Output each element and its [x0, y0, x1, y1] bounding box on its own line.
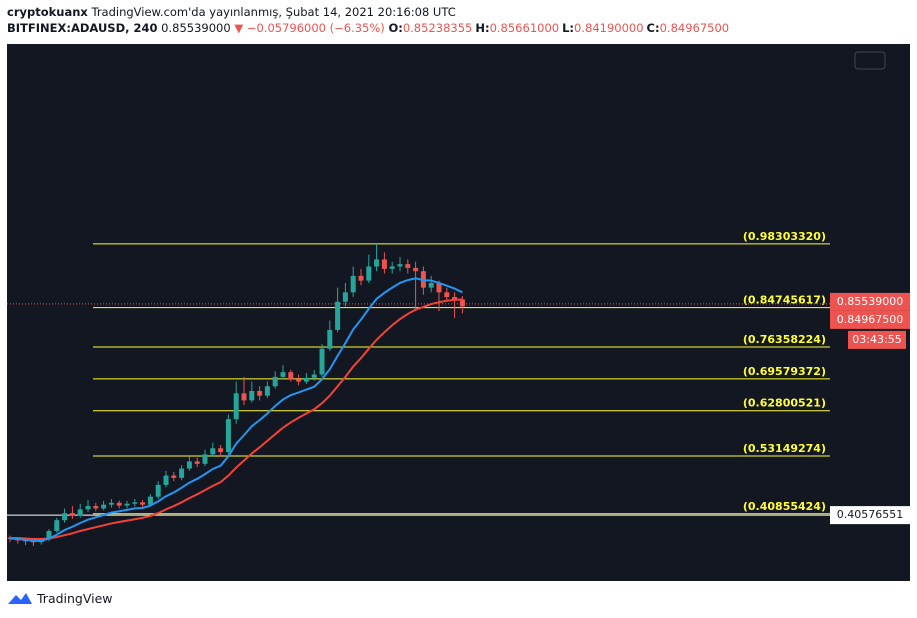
- fib-label: (0.62800521): [743, 397, 826, 410]
- candle-body: [93, 506, 99, 509]
- candle-body: [413, 267, 419, 272]
- candle-body: [46, 530, 52, 540]
- price-label-box: [830, 506, 910, 525]
- candle-body: [366, 266, 372, 281]
- candle-body: [257, 390, 263, 396]
- candle-body: [140, 502, 146, 505]
- candle-body: [381, 259, 387, 269]
- fib-label: (0.53149274): [743, 442, 826, 455]
- candle-body: [218, 448, 224, 453]
- candle-body: [249, 390, 255, 401]
- candle-body: [233, 393, 239, 420]
- fib-label: (0.98303320): [743, 230, 826, 243]
- candle-body: [85, 506, 91, 510]
- brand: TradingView: [37, 590, 113, 606]
- candle-body: [350, 275, 356, 293]
- logo: [8, 593, 32, 604]
- price-label-box: [830, 310, 910, 329]
- candle-body: [452, 297, 458, 300]
- last-price: 0.85539000: [161, 21, 231, 35]
- candle-body: [163, 475, 169, 485]
- candle-body: [210, 448, 216, 455]
- ohlc-value: 0.84190000: [574, 21, 644, 35]
- ma-line: [10, 298, 463, 540]
- candle-body: [311, 374, 317, 378]
- candle-body: [155, 484, 161, 497]
- candle-body: [101, 504, 107, 509]
- candle-body: [358, 275, 364, 281]
- candle-body: [108, 502, 114, 505]
- price-label-box: [830, 292, 910, 311]
- candle-body: [389, 266, 395, 269]
- fib-label: (0.76358224): [743, 333, 826, 346]
- header-line: cryptokuanx TradingView.com'da yayınlanm…: [7, 5, 456, 19]
- candle-body: [374, 259, 380, 267]
- price-label: 0.84967500: [837, 313, 903, 326]
- candle-body: [319, 348, 325, 375]
- candle-body: [171, 475, 177, 478]
- price-label: 0.85539000: [837, 295, 903, 308]
- candle-body: [335, 301, 341, 330]
- ohlc-value: 0.84967500: [659, 21, 730, 35]
- ohlc: O:0.85238355 H:0.85661000 L:0.84190000 C:0.…: [388, 21, 732, 35]
- candle-body: [303, 377, 309, 382]
- candle-body: [288, 372, 294, 380]
- fib-label: (0.69579372): [743, 365, 826, 378]
- candle-body: [296, 379, 302, 382]
- ohlc-value: 0.85661000: [489, 21, 560, 35]
- ohlc-label: C:: [646, 21, 660, 35]
- candle-body: [241, 393, 247, 401]
- candle-body: [327, 329, 333, 349]
- candle-body: [194, 461, 200, 464]
- candle-body: [459, 299, 465, 307]
- fib-label: (0.84745617): [743, 294, 826, 307]
- candle-body: [225, 419, 231, 453]
- price-label: 0.40576551: [837, 508, 903, 521]
- candle-body: [124, 503, 130, 506]
- chart-button[interactable]: [854, 51, 886, 70]
- candle-body: [272, 376, 278, 387]
- quote-line: BITFINEX:ADAUSD, 240 0.85539000 ▼ −0.057…: [7, 21, 732, 35]
- logo-shape: [8, 593, 32, 604]
- candle-body: [179, 468, 185, 478]
- candle-body: [342, 292, 348, 302]
- fib-label: (0.40855424): [743, 500, 826, 513]
- ohlc-value: 0.85238355: [402, 21, 473, 35]
- candle-body: [444, 292, 450, 298]
- candle-body: [428, 282, 434, 288]
- candle-body: [280, 372, 286, 377]
- candle-body: [116, 502, 122, 506]
- candle-body: [77, 509, 83, 516]
- countdown: 03:43:55: [852, 333, 901, 346]
- candle-body: [69, 513, 75, 516]
- candle-body: [264, 386, 270, 396]
- candle-body: [186, 461, 192, 469]
- ohlc-label: H:: [475, 21, 490, 35]
- candle-body: [147, 496, 153, 505]
- author: cryptokuanx: [7, 5, 88, 19]
- candle-body: [202, 454, 208, 464]
- published: TradingView.com'da yayınlanmış, Şubat 14…: [91, 5, 456, 19]
- ohlc-label: O:: [388, 21, 403, 35]
- candle-body: [132, 502, 138, 504]
- ohlc-label: L:: [562, 21, 575, 35]
- candle-body: [54, 520, 60, 531]
- footer: TradingView: [7, 590, 113, 606]
- symbol: BITFINEX:ADAUSD, 240: [7, 21, 158, 35]
- countdown-box: [848, 330, 906, 349]
- ma-line: [9, 277, 463, 542]
- change: ▼ −0.05796000 (−6.35%): [234, 21, 385, 35]
- candle-body: [405, 264, 411, 268]
- candle-body: [397, 264, 403, 267]
- candle-body: [62, 513, 68, 521]
- candle-body: [436, 282, 442, 293]
